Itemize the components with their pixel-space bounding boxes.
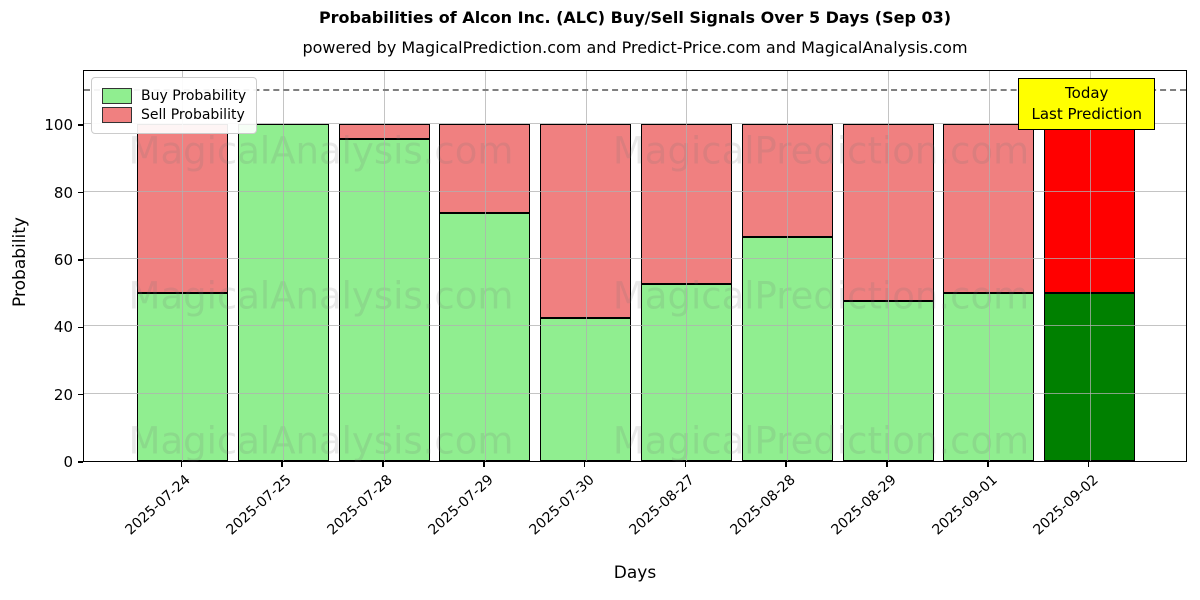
- buy-color-swatch: [102, 88, 132, 104]
- y-tick-mark: [78, 191, 83, 194]
- x-tick-mark: [281, 462, 283, 467]
- legend-sell-label: Sell Probability: [141, 107, 245, 123]
- watermark-text: MagicalPrediction.com: [612, 419, 1030, 463]
- today-annotation-line1: Today: [1065, 84, 1109, 102]
- x-tick-mark: [886, 462, 888, 467]
- chart-subtitle: powered by MagicalPrediction.com and Pre…: [302, 38, 968, 57]
- x-tick-mark: [1087, 462, 1090, 467]
- v-gridline: [787, 71, 789, 461]
- x-tick-mark: [583, 462, 586, 467]
- y-tick-label: 60: [53, 250, 73, 269]
- y-tick-label: 80: [53, 183, 73, 202]
- y-tick-label: 0: [63, 453, 73, 471]
- y-tick-mark: [78, 124, 83, 126]
- watermark-text: MagicalPrediction.com: [612, 129, 1030, 173]
- chart-title: Probabilities of Alcon Inc. (ALC) Buy/Se…: [318, 8, 952, 27]
- y-tick-label: 40: [53, 318, 73, 337]
- x-tick-mark: [684, 462, 687, 467]
- today-annotation: Today Last Prediction: [1018, 78, 1155, 130]
- sell-color-swatch: [102, 107, 132, 123]
- legend-item-buy: Buy Probability: [102, 88, 246, 104]
- legend-item-sell: Sell Probability: [102, 107, 246, 123]
- v-gridline: [585, 71, 587, 461]
- y-tick-mark: [78, 326, 83, 329]
- x-tick-mark: [987, 462, 989, 467]
- v-gridline: [888, 71, 889, 461]
- v-gridline: [384, 71, 385, 461]
- v-gridline: [988, 71, 990, 461]
- h-gridline: [84, 325, 1186, 327]
- h-gridline: [84, 257, 1186, 259]
- v-gridline: [1089, 71, 1091, 461]
- watermark-text: MagicalAnalysis.com: [128, 419, 514, 463]
- y-tick-mark: [78, 393, 83, 396]
- h-gridline: [84, 123, 1186, 125]
- v-gridline: [484, 71, 486, 461]
- x-tick-mark: [180, 462, 183, 467]
- v-gridline: [182, 71, 184, 461]
- watermark-text: MagicalAnalysis.com: [128, 274, 514, 318]
- y-tick-label: 100: [44, 116, 73, 135]
- y-axis-label: Probability: [10, 217, 30, 307]
- plot-area: MagicalAnalysis.com MagicalPrediction.com…: [83, 70, 1187, 463]
- threshold-dashed-line: [84, 88, 1186, 91]
- v-gridline: [283, 71, 285, 461]
- h-gridline: [84, 392, 1186, 394]
- x-tick-mark: [483, 462, 485, 467]
- legend: Buy Probability Sell Probability: [91, 77, 258, 134]
- x-tick-mark: [382, 462, 384, 467]
- x-axis-label: Days: [613, 563, 657, 583]
- y-tick-mark: [78, 461, 83, 463]
- today-annotation-line2: Last Prediction: [1031, 105, 1142, 123]
- y-tick-mark: [78, 259, 83, 261]
- watermark-text: MagicalAnalysis.com: [128, 129, 514, 173]
- watermark-text: MagicalPrediction.com: [612, 274, 1030, 318]
- legend-buy-label: Buy Probability: [141, 88, 247, 104]
- x-tick-mark: [785, 462, 787, 467]
- h-gridline: [84, 190, 1186, 192]
- y-tick-label: 20: [53, 385, 73, 404]
- v-gridline: [686, 71, 688, 461]
